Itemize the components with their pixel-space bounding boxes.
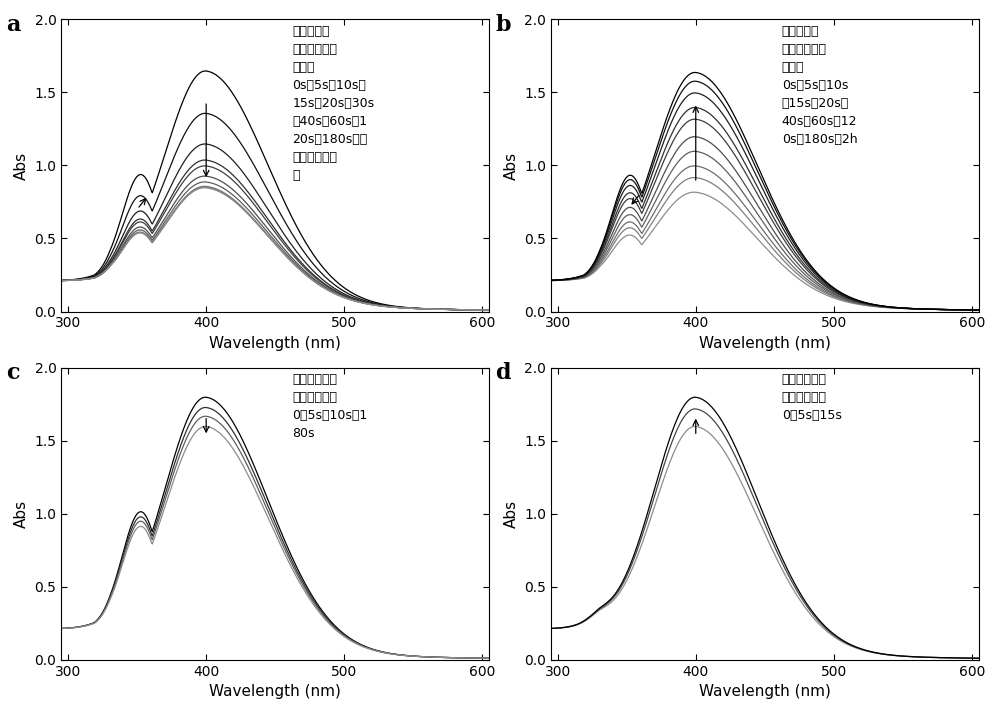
X-axis label: Wavelength (nm): Wavelength (nm)	[209, 336, 341, 351]
Y-axis label: Abs: Abs	[503, 151, 518, 180]
X-axis label: Wavelength (nm): Wavelength (nm)	[699, 336, 831, 351]
Text: d: d	[495, 361, 511, 384]
Text: 箭头方向，从
下向上依次为
0、5s、15s: 箭头方向，从 下向上依次为 0、5s、15s	[782, 374, 842, 422]
Text: 箭头方向，从
上向下依次为
0、5s、10s、1
80s: 箭头方向，从 上向下依次为 0、5s、10s、1 80s	[292, 374, 368, 441]
Y-axis label: Abs: Abs	[503, 500, 518, 528]
Text: b: b	[495, 14, 511, 36]
X-axis label: Wavelength (nm): Wavelength (nm)	[699, 684, 831, 699]
Y-axis label: Abs: Abs	[14, 151, 29, 180]
Text: 中间箭头方
向，从上向下
依次为
0s、5s、10s、
15s、20s、30s
、40s、60s、1
20s、180s，最
后三组数据重
合: 中间箭头方 向，从上向下 依次为 0s、5s、10s、 15s、20s、30s …	[292, 25, 374, 183]
X-axis label: Wavelength (nm): Wavelength (nm)	[209, 684, 341, 699]
Text: 中间箭头方
向，从下向上
依次为
0s、5s、10s
、15s、20s、
40s、60s、12
0s、180s、2h: 中间箭头方 向，从下向上 依次为 0s、5s、10s 、15s、20s、 40s…	[782, 25, 857, 146]
Text: a: a	[6, 14, 20, 36]
Text: c: c	[6, 361, 19, 384]
Y-axis label: Abs: Abs	[14, 500, 29, 528]
